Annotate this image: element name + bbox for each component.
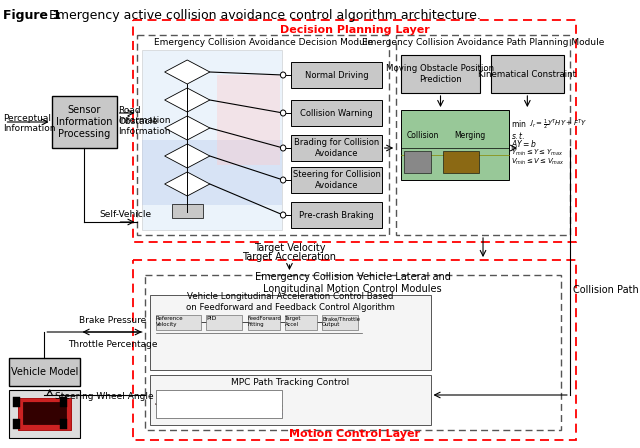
Bar [133,260,576,440]
Text: Moving Obstacle Position
Prediction: Moving Obstacle Position Prediction [387,65,495,84]
Text: MPC Path Tracking Control: MPC Path Tracking Control [231,378,349,387]
Bar [217,75,280,165]
Bar [13,397,20,407]
Bar [248,315,280,330]
Text: Collision: Collision [406,130,438,139]
Text: Steering Wheel Angle: Steering Wheel Angle [54,392,154,401]
Text: Collision Path: Collision Path [573,285,639,295]
Text: $Y_{min} \leq Y \leq Y_{max}$: $Y_{min} \leq Y \leq Y_{max}$ [511,148,563,158]
Text: $J_r = \frac{1}{2}Y^THY + F^TY$: $J_r = \frac{1}{2}Y^THY + F^TY$ [529,118,588,132]
Bar [291,202,381,228]
Text: $\min$: $\min$ [511,118,527,129]
Text: Reference
Velocity: Reference Velocity [156,316,183,327]
Bar [322,315,358,330]
Bar [9,358,79,386]
Bar [491,55,564,93]
Bar [150,295,431,370]
Polygon shape [164,172,210,196]
Bar [285,315,317,330]
Bar [142,50,282,230]
Text: Emergency Collision Avoidance Decision Module: Emergency Collision Avoidance Decision M… [154,38,372,47]
Text: Figure 1: Figure 1 [3,9,61,22]
Text: Perceptual
Information: Perceptual Information [3,114,55,134]
Bar [291,62,381,88]
Text: Road
Information: Road Information [118,106,171,125]
Circle shape [280,110,286,116]
Bar [206,315,243,330]
Text: Pre-crash Braking: Pre-crash Braking [299,211,374,220]
Text: $s.t.$: $s.t.$ [511,130,525,141]
Bar [142,140,282,205]
Text: Emergency active collision avoidance control algorithm architecture.: Emergency active collision avoidance con… [45,9,481,22]
Bar [145,275,561,430]
Bar [60,419,67,429]
Text: Collision Warning: Collision Warning [300,108,373,117]
Polygon shape [164,60,210,84]
Text: Vehicle Longitudinal Acceleration Control Based
on Feedforward and Feedback Cont: Vehicle Longitudinal Acceleration Contro… [186,292,395,312]
Polygon shape [164,144,210,168]
Bar [291,100,381,126]
Text: Merging: Merging [455,130,486,139]
Text: Normal Driving: Normal Driving [305,70,368,79]
Bar [18,398,70,430]
Text: Motion Control Layer: Motion Control Layer [289,429,420,439]
Text: Brake/Throttle
Output: Brake/Throttle Output [322,316,360,327]
Circle shape [280,72,286,78]
Bar [172,204,203,218]
Bar [9,390,79,438]
Text: Self-Vehicle: Self-Vehicle [99,210,152,219]
Circle shape [280,145,286,151]
Text: Target Acceleration: Target Acceleration [243,252,337,262]
Text: Kinematical Constraint: Kinematical Constraint [478,69,577,78]
Bar [150,375,431,425]
Bar [13,419,20,429]
Text: Vehicle Model: Vehicle Model [11,367,78,377]
Text: Brading for Collision
Avoidance: Brading for Collision Avoidance [294,138,379,158]
Bar [156,390,282,418]
Text: Obstacle
Information: Obstacle Information [118,117,171,136]
Text: Throttle Percentage: Throttle Percentage [68,340,158,349]
Bar [396,35,570,235]
Text: Emergency Collision Avoidance Path Planning Module: Emergency Collision Avoidance Path Plann… [362,38,604,47]
Text: $V_{min} \leq V \leq V_{max}$: $V_{min} \leq V \leq V_{max}$ [511,157,564,167]
Text: Sensor
Information
Processing: Sensor Information Processing [56,105,113,138]
Bar [133,20,576,242]
Text: Emergency Collision Vehicle Lateral and
Longitudinal Motion Control Modules: Emergency Collision Vehicle Lateral and … [255,272,451,294]
Text: PID: PID [206,316,216,321]
Bar [401,110,509,180]
Text: Target
Accel: Target Accel [285,316,301,327]
Bar [520,115,565,175]
Bar [52,96,116,148]
Bar [291,135,381,161]
Text: Target Velocity: Target Velocity [253,243,325,253]
Polygon shape [164,116,210,140]
Bar [404,151,431,173]
Circle shape [280,212,286,218]
Text: $AY = b$: $AY = b$ [511,138,537,149]
Text: Brake Pressure: Brake Pressure [79,316,147,325]
Text: Decision Planning Layer: Decision Planning Layer [280,25,429,35]
Polygon shape [164,88,210,112]
Bar [401,55,480,93]
Bar [138,35,389,235]
Bar [60,397,67,407]
Circle shape [280,177,286,183]
Text: Steering for Collision
Avoidance: Steering for Collision Avoidance [292,170,380,190]
Text: FeedForward
Fitting: FeedForward Fitting [248,316,282,327]
Bar [22,402,66,424]
Bar [156,315,201,330]
Bar [291,167,381,193]
Bar [444,151,479,173]
